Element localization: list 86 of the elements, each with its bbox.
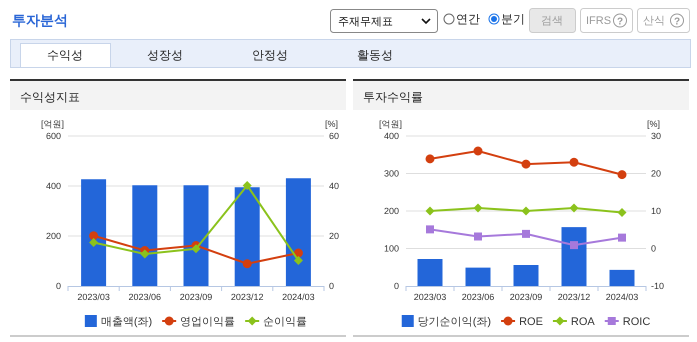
bar xyxy=(184,185,208,286)
legend-label: ROE xyxy=(519,316,543,328)
text: IFRS xyxy=(586,15,612,27)
x-tick-label: 2023/12 xyxy=(558,292,590,302)
point xyxy=(242,181,252,190)
legend-label: ROA xyxy=(570,316,596,328)
bar xyxy=(610,270,634,286)
legend-label: 순이익률 xyxy=(263,316,308,328)
text: ? xyxy=(616,16,624,28)
bar xyxy=(562,227,586,286)
point xyxy=(570,158,578,167)
x-tick-label: 2023/09 xyxy=(510,292,542,302)
y2-tick-label: 10 xyxy=(651,206,662,216)
bar xyxy=(234,187,260,286)
text: 산식 xyxy=(643,15,665,27)
x-tick-label: 2023/03 xyxy=(77,292,110,302)
text: 주재무제표 xyxy=(338,16,393,28)
y2-axis-title: [%] xyxy=(646,119,660,129)
x-tick-label: 2023/06 xyxy=(462,292,494,302)
legend-label: 당기순이익(좌) xyxy=(418,316,492,328)
bar xyxy=(81,179,106,286)
point xyxy=(570,204,578,212)
legend-label: 영업이익률 xyxy=(180,316,236,328)
y-axis-title: [억원] xyxy=(378,119,402,129)
point xyxy=(474,204,482,212)
bar xyxy=(132,185,158,286)
point xyxy=(89,238,98,247)
point xyxy=(89,231,98,240)
legend-label: ROIC xyxy=(622,316,650,328)
bar xyxy=(514,265,538,286)
bar xyxy=(466,268,490,286)
y2-tick-label: 30 xyxy=(651,131,662,141)
y2-tick-label: 40 xyxy=(329,181,340,191)
point xyxy=(618,234,626,242)
y-tick-label: 600 xyxy=(46,131,61,141)
point xyxy=(618,208,626,217)
y2-tick-label: 0 xyxy=(651,244,656,254)
x-tick-label: 2024/03 xyxy=(282,292,315,302)
point xyxy=(294,256,303,265)
y2-tick-label: 60 xyxy=(329,131,340,141)
text: 성장성 xyxy=(147,48,183,62)
point xyxy=(474,232,482,240)
y-tick-label: 0 xyxy=(56,281,61,291)
y-tick-label: 400 xyxy=(46,181,61,191)
y2-axis-title: [%] xyxy=(324,119,338,129)
point xyxy=(426,225,434,234)
y-axis-title: [억원] xyxy=(40,119,64,129)
y-tick-label: 100 xyxy=(384,244,399,254)
x-tick-label: 2023/09 xyxy=(180,292,212,302)
y-tick-label: 300 xyxy=(384,168,399,178)
text: 안정성 xyxy=(252,48,288,62)
y-tick-label: 0 xyxy=(394,281,399,291)
bar xyxy=(418,259,442,286)
legend-label: 매출액(좌) xyxy=(100,316,152,328)
y-tick-label: 400 xyxy=(384,131,399,141)
text: 수익성 xyxy=(47,48,83,62)
point xyxy=(618,170,626,180)
x-tick-label: 2023/12 xyxy=(230,292,264,302)
text: 투자분석 xyxy=(12,12,68,28)
point xyxy=(242,259,252,268)
point xyxy=(140,250,150,258)
bar xyxy=(286,178,311,286)
y2-tick-label: 20 xyxy=(651,168,662,178)
text: 연간 xyxy=(456,12,480,26)
point xyxy=(522,160,530,169)
point xyxy=(192,244,200,254)
x-tick-label: 2023/03 xyxy=(414,292,446,302)
text: 검색 xyxy=(541,15,563,27)
y2-tick-label: -10 xyxy=(651,281,664,291)
text: ? xyxy=(674,16,680,28)
point xyxy=(522,230,530,238)
x-tick-label: 2023/06 xyxy=(128,292,162,302)
point xyxy=(426,154,434,164)
y2-tick-label: 20 xyxy=(329,231,340,241)
y2-tick-label: 0 xyxy=(329,281,334,291)
x-tick-label: 2024/03 xyxy=(606,292,638,302)
y-tick-label: 200 xyxy=(46,231,61,241)
chart-title: 투자수익률 xyxy=(363,90,423,104)
point xyxy=(570,241,578,250)
point xyxy=(474,146,482,156)
point xyxy=(522,206,530,216)
chart-title: 수익성지표 xyxy=(20,90,80,104)
point xyxy=(426,206,434,216)
y-tick-label: 200 xyxy=(384,206,399,216)
text: 활동성 xyxy=(357,48,393,62)
text: 분기 xyxy=(501,12,525,26)
